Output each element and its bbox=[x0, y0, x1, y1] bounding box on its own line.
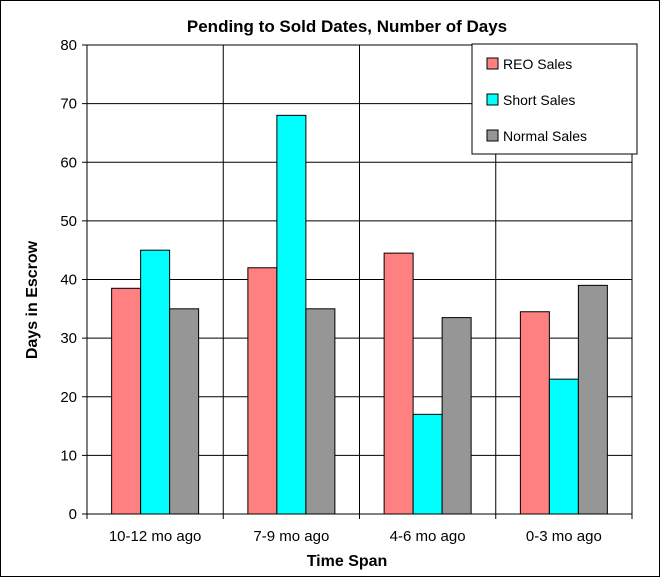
y-axis-title: Days in Escrow bbox=[24, 240, 41, 359]
bar-normal-sales bbox=[169, 308, 200, 515]
y-axis: 0 10 20 30 40 50 60 70 80 bbox=[60, 37, 87, 523]
x-axis: 10-12 mo ago 7-9 mo ago 4-6 mo ago 0-3 mo a… bbox=[86, 514, 633, 545]
bar-short-sales bbox=[412, 413, 443, 515]
bar-short-sales bbox=[140, 249, 171, 515]
y-tick-label: 80 bbox=[60, 37, 77, 54]
bar-normal-sales bbox=[441, 317, 472, 515]
bar-normal-sales bbox=[305, 308, 336, 515]
y-tick-label: 60 bbox=[60, 154, 77, 171]
legend-swatch bbox=[486, 93, 499, 106]
y-tick-label: 30 bbox=[60, 330, 77, 347]
chart-title: Pending to Sold Dates, Number of Days bbox=[187, 17, 507, 36]
x-tick-label: 4-6 mo ago bbox=[390, 528, 466, 545]
legend-swatch bbox=[486, 57, 499, 70]
x-tick-label: 7-9 mo ago bbox=[253, 528, 329, 545]
legend: REO Sales Short Sales Normal Sales bbox=[471, 43, 638, 155]
bar-reo-sales bbox=[383, 252, 414, 515]
y-tick-label: 10 bbox=[60, 447, 77, 464]
x-axis-title: Time Span bbox=[307, 553, 388, 570]
bar-short-sales bbox=[276, 114, 307, 515]
bar-reo-sales bbox=[519, 311, 550, 515]
legend-label: Normal Sales bbox=[503, 128, 587, 144]
bar-reo-sales bbox=[247, 267, 278, 515]
legend-swatch bbox=[486, 129, 499, 142]
legend-label: Short Sales bbox=[503, 92, 575, 108]
y-tick-label: 50 bbox=[60, 213, 77, 230]
legend-label: REO Sales bbox=[503, 56, 572, 72]
bar-reo-sales bbox=[111, 287, 142, 515]
y-tick-label: 40 bbox=[60, 272, 77, 289]
bar-normal-sales bbox=[577, 284, 608, 515]
x-tick-label: 10-12 mo ago bbox=[109, 528, 202, 545]
x-tick-label: 0-3 mo ago bbox=[526, 528, 602, 545]
bar-short-sales bbox=[548, 378, 579, 515]
legend-box bbox=[471, 43, 638, 155]
y-tick-label: 20 bbox=[60, 389, 77, 406]
y-tick-label: 0 bbox=[69, 506, 77, 523]
y-tick-label: 70 bbox=[60, 96, 77, 113]
